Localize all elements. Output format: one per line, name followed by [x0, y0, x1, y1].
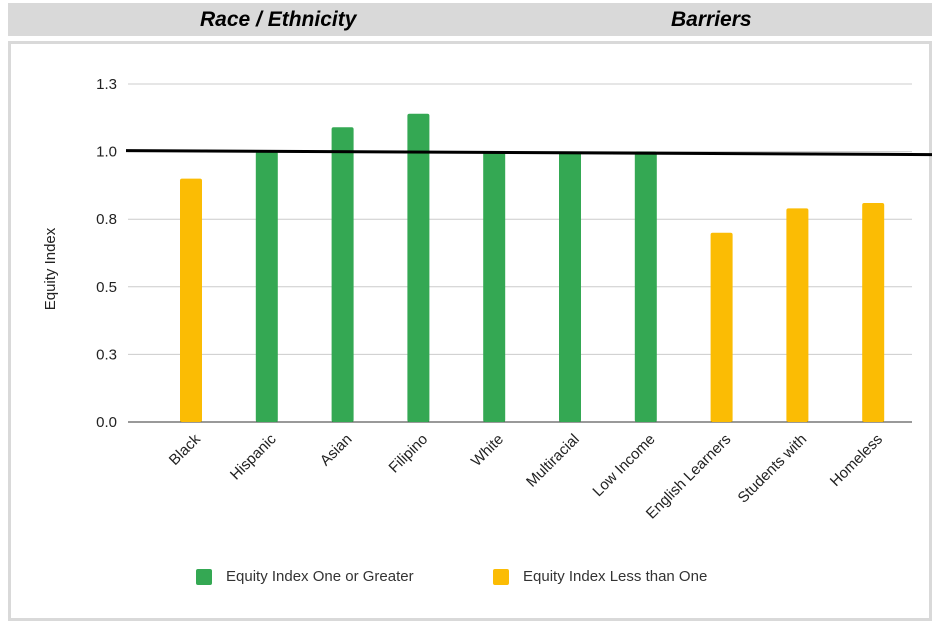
legend-label-greater: Equity Index One or Greater: [226, 568, 414, 585]
barriers-header: Barriers: [671, 8, 752, 31]
bar-homeless: [862, 202, 885, 422]
bar-asian: [331, 127, 354, 422]
bar-filipino: [407, 113, 430, 422]
x-tick-label: Students with: [735, 431, 811, 507]
x-tick-label: Hispanic: [227, 430, 280, 483]
x-tick-label: Homeless: [827, 431, 886, 490]
y-tick-label: 0.8: [96, 211, 117, 228]
y-tick-label: 0.5: [96, 279, 117, 296]
y-tick-label: 0.0: [96, 414, 117, 431]
x-tick-label: Multiracial: [523, 431, 583, 491]
race-ethnicity-header: Race / Ethnicity: [200, 8, 357, 31]
reference-line: [125, 149, 933, 157]
bar-black: [180, 178, 202, 422]
legend-label-less: Equity Index Less than One: [523, 568, 708, 585]
x-tick-label: Black: [166, 430, 204, 468]
chart-panel: [8, 41, 932, 621]
bar-english-learners: [710, 232, 733, 422]
bar-white: [483, 151, 506, 422]
section-header-bar: Race / Ethnicity Barriers: [8, 3, 932, 36]
chart-legend: Equity Index One or Greater Equity Index…: [0, 568, 934, 592]
bar-multiracial: [559, 151, 581, 422]
x-tick-label: Low Income: [589, 431, 658, 500]
bar-low-income: [634, 151, 657, 422]
bar-students-with: [786, 208, 809, 422]
y-tick-label: 1.0: [96, 144, 117, 161]
legend-item-less: Equity Index Less than One: [493, 568, 707, 585]
x-tick-label: Filipino: [386, 431, 432, 477]
legend-item-greater: Equity Index One or Greater: [196, 568, 414, 585]
y-axis-title: Equity Index: [42, 227, 59, 310]
legend-swatch-less: [493, 568, 509, 585]
x-tick-label: White: [468, 431, 507, 470]
y-tick-label: 1.3: [96, 76, 117, 93]
legend-swatch-greater: [196, 568, 212, 585]
bar-hispanic: [255, 151, 278, 422]
x-tick-label: Asian: [317, 431, 356, 470]
y-tick-label: 0.3: [96, 346, 117, 363]
